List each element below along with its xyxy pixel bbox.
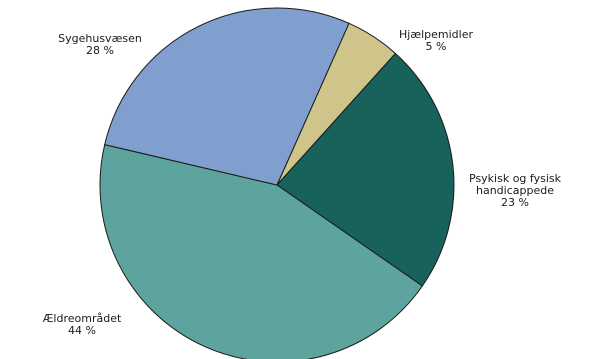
pie-slices (99, 7, 455, 359)
pie-label: Psykisk og fysisk handicappede 23 % (469, 172, 562, 209)
pie-label-name: Hjælpemidler (399, 28, 474, 41)
pie-slice-sygehusvæsen (104, 7, 350, 186)
pie-label-percent: 28 % (86, 44, 114, 57)
pie-slice-ældreområdet (99, 143, 424, 359)
pie-label: Hjælpemidler 5 % (399, 28, 474, 53)
pie-label-percent: 5 % (426, 40, 447, 53)
pie-label-percent: 23 % (501, 196, 529, 209)
pie-label: Ældreområdet 44 % (43, 312, 122, 337)
pie-label-percent: 44 % (68, 324, 96, 337)
pie-label-name: Ældreområdet (43, 312, 122, 325)
pie-label-name: Psykisk og fysisk (469, 172, 562, 185)
pie-label-name: Sygehusvæsen (58, 32, 142, 45)
pie-label-name: handicappede (476, 184, 554, 197)
pie-label: Sygehusvæsen 28 % (58, 32, 142, 57)
pie-labels: Hjælpemidler 5 % Psykisk og fysisk handicap… (43, 28, 562, 337)
pie-slice-psykisk-og-fysisk-handicappede (276, 52, 455, 287)
